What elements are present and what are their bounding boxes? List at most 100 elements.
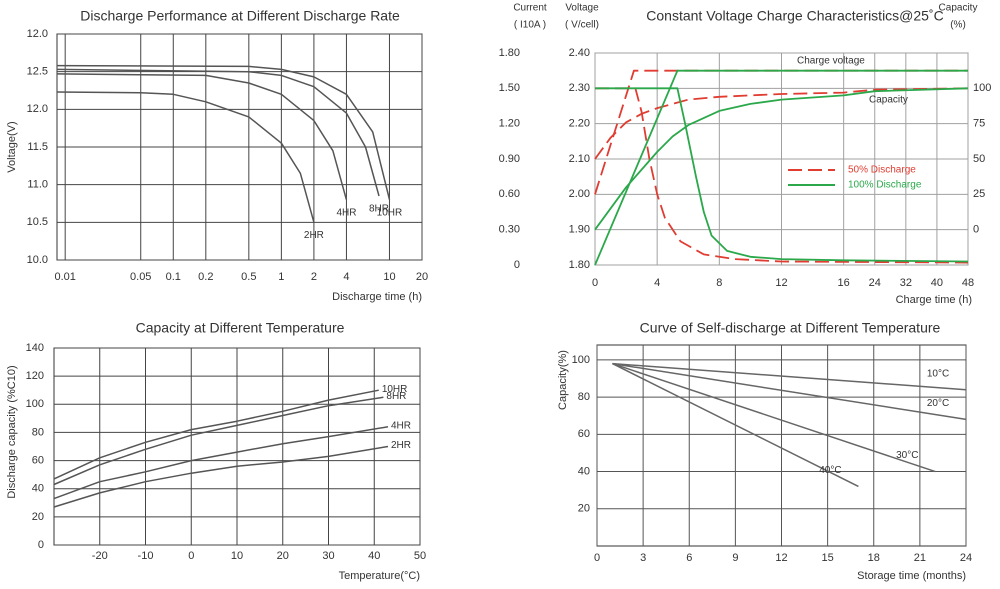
- y-tick-label: 100: [26, 398, 44, 410]
- series-label: 8HR: [386, 391, 406, 402]
- y-tick-label: 1.90: [569, 224, 590, 236]
- x-tick-label: 10: [383, 271, 395, 283]
- y-tick-label: 0.60: [499, 188, 520, 200]
- series-label: 10HR: [382, 384, 408, 395]
- y-tick-label: 2.00: [569, 188, 590, 200]
- axis-title: Voltage: [565, 3, 599, 14]
- series-label: 10°C: [927, 368, 949, 379]
- x-tick-label: 2: [311, 271, 317, 283]
- x-tick-label: 24: [960, 552, 972, 564]
- data-line: [612, 362, 936, 473]
- x-tick-label: 40: [931, 277, 943, 289]
- y-tick-label: 1.80: [569, 259, 590, 271]
- x-tick-label: 20: [416, 271, 428, 283]
- y-tick-label: 0.30: [499, 224, 520, 236]
- x-tick-label: 24: [869, 277, 881, 289]
- y-tick-label: 12.0: [27, 103, 48, 115]
- series-label: 8HR: [369, 204, 389, 215]
- data-line: [612, 362, 967, 421]
- y-axis-label: Voltage(V): [6, 121, 18, 172]
- x-tick-label: 9: [732, 552, 738, 564]
- y-tick-label: 80: [578, 391, 590, 403]
- y-tick-label: 0: [973, 224, 979, 236]
- x-tick-label: 4: [343, 271, 349, 283]
- y-tick-label: 20: [32, 511, 44, 523]
- axis-title: ( I10A ): [514, 20, 546, 31]
- chart-title: Constant Voltage Charge Characteristics@…: [646, 8, 943, 24]
- y-tick-label: 25: [973, 188, 985, 200]
- x-tick-label: 4: [654, 277, 660, 289]
- data-line: [594, 87, 969, 231]
- x-tick-label: 10: [231, 550, 243, 562]
- data-line: [612, 362, 967, 391]
- y-tick-label: 12.0: [27, 28, 48, 40]
- y-axis-label: Capacity(%): [557, 350, 569, 410]
- data-line: [595, 87, 969, 263]
- series-label: 40°C: [819, 465, 841, 476]
- axis-title: Current: [513, 3, 547, 14]
- y-tick-label: 75: [973, 118, 985, 130]
- y-tick-label: 100: [572, 354, 590, 366]
- data-line: [53, 445, 389, 508]
- data-line: [56, 64, 391, 200]
- x-tick-label: 0: [188, 550, 194, 562]
- x-tick-label: 16: [838, 277, 850, 289]
- x-axis-label: Charge time (h): [896, 294, 972, 306]
- annotation: Charge voltage: [797, 56, 865, 67]
- data-line: [56, 73, 348, 200]
- y-tick-label: 100: [973, 82, 991, 94]
- series-label: 4HR: [391, 420, 411, 431]
- y-tick-label: 1.80: [499, 47, 520, 59]
- chart-title: Discharge Performance at Different Disch…: [80, 8, 400, 24]
- y-tick-label: 2.40: [569, 47, 590, 59]
- y-tick-label: 40: [32, 483, 44, 495]
- x-tick-label: 0: [592, 277, 598, 289]
- y-tick-label: 2.20: [569, 118, 590, 130]
- data-line: [53, 426, 389, 500]
- y-tick-label: 2.10: [569, 153, 590, 165]
- y-tick-label: 11.0: [27, 179, 48, 191]
- y-tick-label: 20: [578, 503, 590, 515]
- axis-title: ( V/cell): [565, 20, 599, 31]
- x-tick-label: 30: [322, 550, 334, 562]
- x-tick-label: 0: [594, 552, 600, 564]
- data-line: [56, 68, 380, 197]
- y-tick-label: 11.5: [27, 141, 48, 153]
- axis-title: (%): [950, 20, 966, 31]
- x-tick-label: 8: [716, 277, 722, 289]
- x-tick-label: 40: [368, 550, 380, 562]
- y-tick-label: 2.30: [569, 82, 590, 94]
- y-tick-label: 60: [32, 454, 44, 466]
- y-tick-label: 60: [578, 428, 590, 440]
- axis-title: Capacity: [939, 3, 978, 14]
- data-line: [594, 87, 969, 160]
- y-axis-label: Discharge capacity (%C10): [6, 365, 18, 498]
- annotation: Capacity: [869, 95, 908, 106]
- y-tick-label: 0: [38, 539, 44, 551]
- data-line: [612, 362, 859, 488]
- series-label: 10HR: [377, 207, 403, 218]
- x-tick-label: -20: [92, 550, 108, 562]
- series-label: 30°C: [896, 450, 918, 461]
- y-tick-label: 0.90: [499, 153, 520, 165]
- legend-label: 50% Discharge: [848, 165, 916, 176]
- x-tick-label: 0.05: [130, 271, 151, 283]
- y-tick-label: 140: [26, 342, 44, 354]
- x-tick-label: 48: [962, 277, 974, 289]
- legend-label: 100% Discharge: [848, 180, 922, 191]
- y-tick-label: 0: [514, 259, 520, 271]
- data-line: [594, 69, 968, 266]
- x-tick-label: -10: [138, 550, 154, 562]
- y-tick-label: 80: [32, 426, 44, 438]
- y-tick-label: 120: [26, 370, 44, 382]
- series-label: 4HR: [336, 207, 356, 218]
- x-tick-label: 3: [640, 552, 646, 564]
- x-tick-label: 50: [414, 550, 426, 562]
- y-tick-label: 50: [973, 153, 985, 165]
- series-label: 2HR: [304, 230, 324, 241]
- x-tick-label: 18: [868, 552, 880, 564]
- x-tick-label: 20: [277, 550, 289, 562]
- x-axis-label: Storage time (months): [857, 570, 966, 582]
- x-axis-label: Temperature(°C): [339, 570, 420, 582]
